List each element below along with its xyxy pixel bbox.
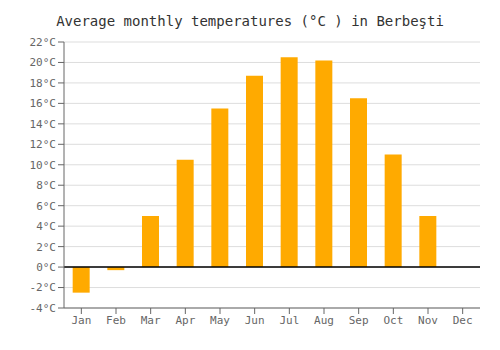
svg-text:20°C: 20°C (30, 56, 57, 69)
svg-text:Aug: Aug (314, 314, 334, 327)
svg-text:0°C: 0°C (36, 261, 56, 274)
svg-text:-4°C: -4°C (30, 302, 57, 315)
svg-text:12°C: 12°C (30, 138, 57, 151)
html-text:Average monthly temperatures (: Average monthly temperatures (°C ) in Be… (56, 13, 444, 29)
svg-text:2°C: 2°C (36, 241, 56, 254)
svg-text:4°C: 4°C (36, 220, 56, 233)
svg-text:6°C: 6°C (36, 200, 56, 213)
svg-text:-2°C: -2°C (30, 281, 57, 294)
svg-text:Feb: Feb (106, 314, 126, 327)
svg-text:10°C: 10°C (30, 159, 57, 172)
svg-text:8°C: 8°C (36, 179, 56, 192)
svg-text:18°C: 18°C (30, 77, 57, 90)
svg-text:Dec: Dec (453, 314, 473, 327)
svg-text:Sep: Sep (349, 314, 369, 327)
svg-text:22°C: 22°C (30, 36, 57, 49)
svg-text:14°C: 14°C (30, 118, 57, 131)
svg-text:Jan: Jan (71, 314, 91, 327)
svg-text:May: May (210, 314, 230, 327)
svg-text:Mar: Mar (141, 314, 161, 327)
svg-text:Oct: Oct (383, 314, 403, 327)
svg-text:Jun: Jun (245, 314, 265, 327)
svg-text:Apr: Apr (175, 314, 195, 327)
svg-text:Jul: Jul (279, 314, 299, 327)
svg-text:Nov: Nov (418, 314, 438, 327)
svg-text:16°C: 16°C (30, 97, 57, 110)
